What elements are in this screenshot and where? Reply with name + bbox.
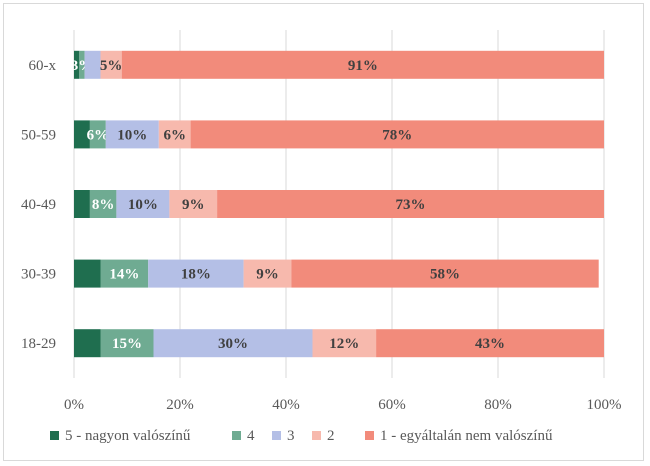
x-tick-label: 0%	[64, 397, 84, 413]
data-label: 8%	[92, 197, 115, 213]
bar-segment	[121, 50, 604, 79]
bar-segment	[148, 259, 244, 288]
bar-segment	[105, 120, 159, 149]
data-label: 14%	[109, 267, 139, 283]
data-label: 43%	[475, 336, 505, 352]
legend-label: 2	[327, 428, 335, 444]
bar-segment	[89, 190, 117, 218]
bar-segment	[74, 329, 101, 358]
data-label: 18%	[181, 267, 211, 283]
data-label: 10%	[128, 197, 158, 213]
x-tick-label: 40%	[272, 397, 300, 413]
bar-segment	[217, 190, 604, 218]
data-label: 15%	[112, 336, 142, 352]
bar-segment	[116, 190, 170, 218]
data-label: 78%	[382, 127, 412, 143]
legend-label: 3	[287, 428, 295, 444]
legend-swatch	[272, 431, 281, 440]
data-label: 30%	[218, 336, 248, 352]
legend-swatch	[312, 431, 321, 440]
bar-segment	[291, 259, 599, 288]
bar-segment	[243, 259, 292, 288]
x-tick-label: 20%	[166, 397, 194, 413]
bar-segment	[74, 190, 90, 218]
data-label: 6%	[163, 127, 186, 143]
category-label: 40-49	[21, 197, 56, 213]
legend-label: 1 - egyáltalán nem valószínű	[380, 428, 553, 444]
bar-segment	[312, 329, 377, 358]
legend-swatch	[365, 431, 374, 440]
category-label: 18-29	[21, 336, 56, 352]
data-label: 6%	[87, 127, 110, 143]
bar-segment	[100, 259, 149, 288]
legend-label: 4	[247, 428, 255, 444]
bar-segment	[190, 120, 604, 149]
bar-segment	[89, 120, 106, 149]
data-label: 73%	[396, 197, 426, 213]
x-tick-label: 60%	[378, 397, 406, 413]
bar-segment	[100, 329, 154, 358]
x-tick-label: 80%	[484, 397, 512, 413]
bar-segment	[84, 50, 101, 79]
bar-segment	[153, 329, 313, 358]
bar-segment	[158, 120, 191, 149]
data-label: 12%	[329, 336, 359, 352]
bar-segment	[74, 50, 80, 79]
legend-swatch	[50, 431, 59, 440]
category-label: 60-x	[29, 58, 57, 74]
bar-segment	[169, 190, 218, 218]
data-label: 10%	[117, 127, 147, 143]
bar-segment	[376, 329, 604, 358]
legend-swatch	[232, 431, 241, 440]
data-label: 58%	[430, 267, 460, 283]
bar-segment	[74, 120, 90, 149]
bar-segment	[79, 50, 85, 79]
x-tick-label: 100%	[587, 397, 622, 413]
data-label: 9%	[182, 197, 205, 213]
legend-label: 5 - nagyon valószínű	[65, 428, 191, 444]
data-label: 91%	[348, 58, 378, 74]
category-label: 50-59	[21, 127, 56, 143]
bar-segment	[100, 50, 122, 79]
data-label: 9%	[256, 267, 279, 283]
category-label: 30-39	[21, 267, 56, 283]
bar-segment	[74, 259, 101, 288]
chart-frame	[3, 3, 644, 461]
data-label: 5%	[100, 58, 123, 74]
